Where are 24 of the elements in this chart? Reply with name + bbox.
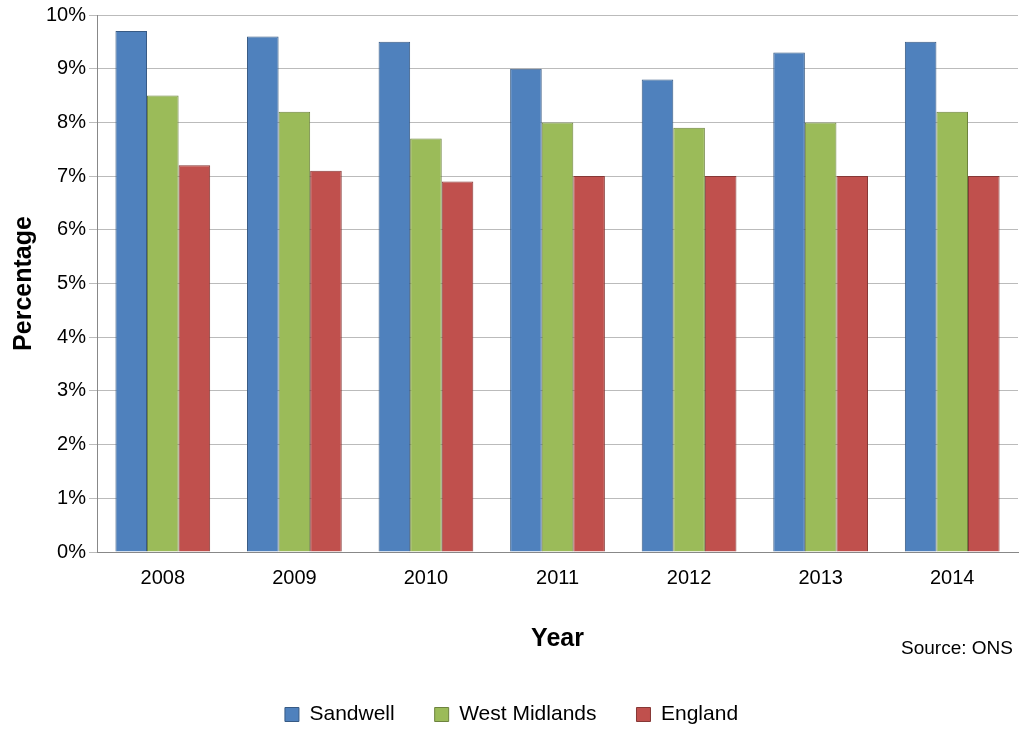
legend-label: West Midlands: [459, 701, 597, 725]
x-tick-label: 2009: [272, 565, 317, 588]
y-axis-title: Percentage: [7, 216, 36, 351]
x-tick-label: 2008: [140, 565, 186, 588]
legend-label: England: [660, 701, 739, 725]
y-tick-label: 3%: [57, 378, 87, 401]
y-tick-label: 0%: [57, 539, 87, 562]
source-note: Source: ONS: [901, 637, 1013, 659]
x-tick-label: 2013: [798, 565, 843, 588]
y-tick-label: 9%: [57, 56, 87, 79]
x-tick-label: 2011: [536, 565, 580, 588]
y-tick-label: 4%: [57, 324, 87, 347]
legend-label: Sandwell: [309, 701, 395, 725]
x-tick-label: 2014: [929, 565, 975, 588]
x-tick-label: 2012: [666, 565, 712, 588]
y-tick-label: 2%: [57, 432, 87, 455]
x-axis-title: Year: [531, 622, 585, 651]
x-tick-label: 2010: [403, 565, 449, 588]
y-tick-label: 7%: [57, 163, 87, 186]
y-tick-label: 8%: [57, 109, 87, 132]
y-tick-label: 6%: [57, 217, 87, 240]
y-tick-label: 5%: [57, 271, 87, 294]
y-tick-label: 1%: [57, 485, 87, 508]
y-tick-label: 10%: [46, 2, 87, 25]
